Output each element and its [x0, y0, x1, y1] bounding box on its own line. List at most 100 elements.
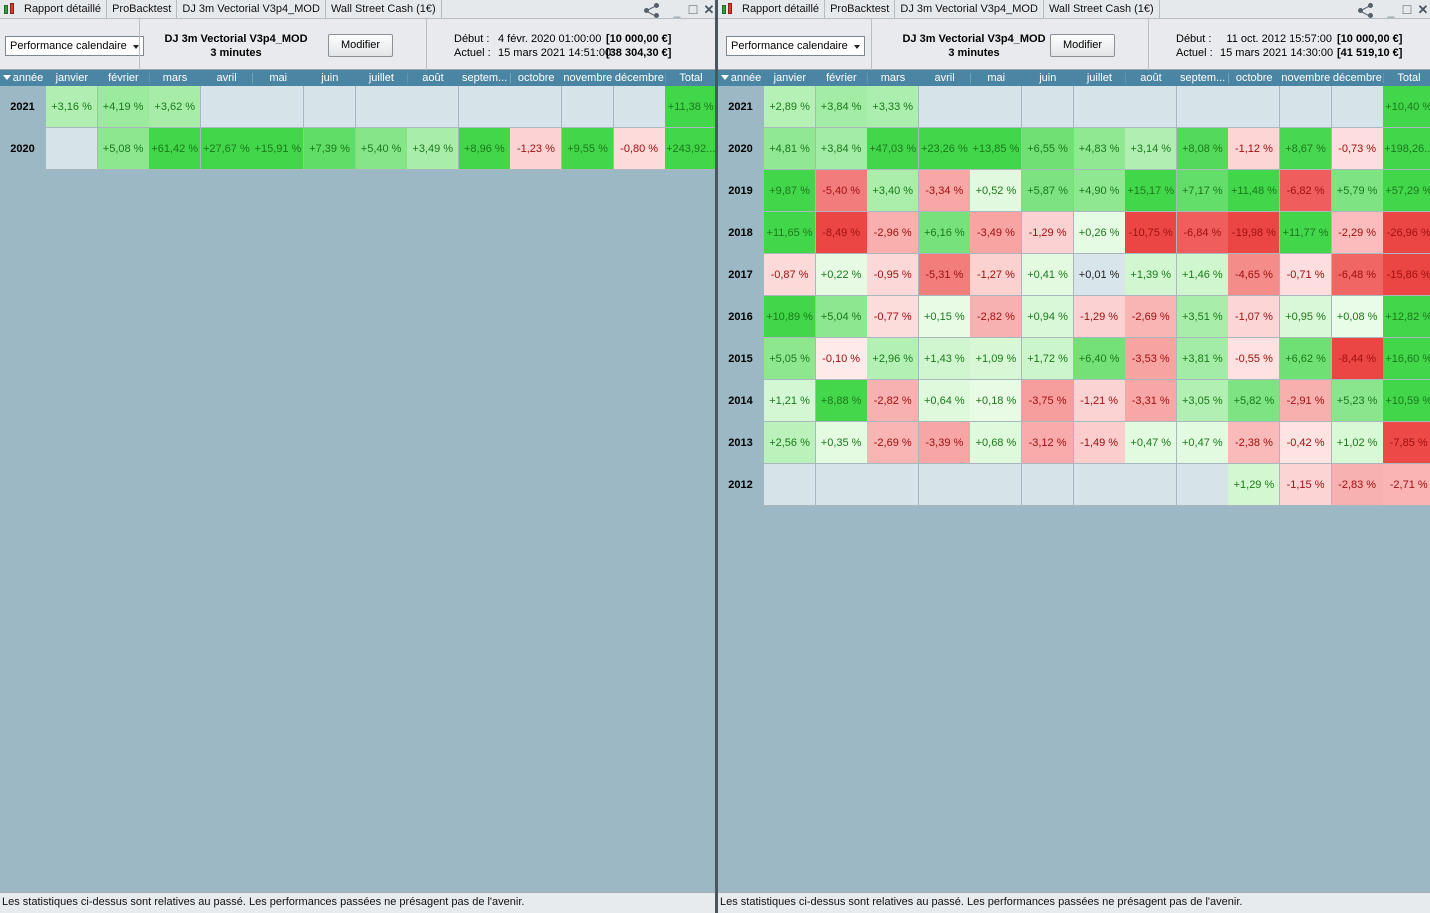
tab-system[interactable]: DJ 3m Vectorial V3p4_MOD [895, 0, 1044, 19]
table-row: 2021 +2,89 % +3,84 % +3,33 % +10,40 % [718, 86, 1430, 128]
performance-cell: -2,82 % [867, 380, 920, 422]
pane-splitter[interactable] [715, 0, 718, 913]
month-header[interactable]: janvier [46, 70, 98, 86]
tab-rapport-detaille[interactable]: Rapport détaillé [18, 0, 108, 19]
month-header[interactable]: Total [665, 70, 716, 86]
tab-instrument[interactable]: Wall Street Cash (1€) [326, 0, 442, 19]
performance-cell: -0,95 % [867, 254, 920, 296]
table-row: 2012 +1,29 % -1,15 % -2,83 % -2,71 % [718, 464, 1430, 506]
toolbar-divider [871, 19, 872, 70]
toolbar-divider [1148, 19, 1149, 70]
performance-cell: -2,82 % [970, 296, 1023, 338]
month-header[interactable]: juillet [356, 70, 408, 86]
performance-cell: +3,62 % [149, 86, 202, 128]
month-header[interactable]: septem... [459, 70, 511, 86]
performance-cell: -3,75 % [1022, 380, 1075, 422]
date-range: Début : 4 févr. 2020 01:00:00 [10 000,00 €… [454, 32, 671, 60]
start-label: Début : [454, 33, 490, 45]
performance-cell: +5,08 % [97, 128, 150, 170]
maximize-icon[interactable]: ☐ [687, 2, 699, 17]
performance-cell: +47,03 % [867, 128, 920, 170]
performance-cell: -1,49 % [1073, 422, 1126, 464]
performance-cell: -1,07 % [1228, 296, 1281, 338]
performance-cell [815, 464, 868, 506]
performance-cell: +3,16 % [46, 86, 99, 128]
maximize-icon[interactable]: ☐ [1401, 2, 1413, 17]
tab-system[interactable]: DJ 3m Vectorial V3p4_MOD [177, 0, 326, 19]
performance-cell: -8,44 % [1331, 338, 1384, 380]
minimize-icon[interactable]: _ [673, 3, 681, 18]
tab-probacktest[interactable]: ProBacktest [825, 0, 896, 19]
performance-cell: -0,87 % [764, 254, 817, 296]
performance-cell: +1,46 % [1176, 254, 1229, 296]
month-header[interactable]: janvier [764, 70, 816, 86]
modify-button[interactable]: Modifier [1050, 34, 1115, 57]
performance-cell [970, 86, 1023, 128]
performance-cell: +3,14 % [1125, 128, 1178, 170]
month-header[interactable]: décembre [1332, 70, 1384, 86]
tab-instrument[interactable]: Wall Street Cash (1€) [1044, 0, 1160, 19]
tab-probacktest[interactable]: ProBacktest [107, 0, 178, 19]
tab-rapport-detaille[interactable]: Rapport détaillé [736, 0, 826, 19]
system-timeframe: 3 minutes [948, 47, 1000, 59]
month-header[interactable]: avril [919, 70, 971, 86]
month-header[interactable]: avril [201, 70, 253, 86]
month-header[interactable]: février [98, 70, 150, 86]
year-label: 2018 [718, 212, 763, 254]
month-header[interactable]: mai [970, 70, 1022, 86]
performance-cell: +1,29 % [1228, 464, 1281, 506]
performance-cell: +8,08 % [1176, 128, 1229, 170]
disclaimer-footer: Les statistiques ci-dessus sont relative… [0, 892, 716, 913]
performance-cell: -0,77 % [867, 296, 920, 338]
performance-cell: +0,15 % [918, 296, 971, 338]
month-header[interactable]: juillet [1074, 70, 1126, 86]
performance-cell: -2,91 % [1280, 380, 1333, 422]
performance-cell: -1,29 % [1022, 212, 1075, 254]
performance-cell: -2,69 % [1125, 296, 1178, 338]
close-icon[interactable]: ✕ [703, 1, 715, 17]
system-title: DJ 3m Vectorial V3p4_MOD 3 minutes [894, 32, 1054, 60]
month-header[interactable]: mars [867, 70, 919, 86]
year-column-header[interactable]: année [718, 70, 764, 86]
performance-cell: +5,82 % [1228, 380, 1281, 422]
minimize-icon[interactable]: _ [1387, 3, 1395, 18]
month-header[interactable]: octobre [510, 70, 562, 86]
start-label: Début : [1176, 33, 1212, 45]
system-name: DJ 3m Vectorial V3p4_MOD [902, 33, 1046, 45]
month-header[interactable]: mai [252, 70, 304, 86]
month-header[interactable]: novembre [562, 70, 614, 86]
month-header[interactable]: Total [1383, 70, 1430, 86]
performance-cell: -1,12 % [1228, 128, 1281, 170]
month-header[interactable]: juin [1022, 70, 1074, 86]
performance-cell: -19,98 % [1228, 212, 1281, 254]
close-icon[interactable]: ✕ [1417, 1, 1429, 17]
performance-dropdown[interactable]: Performance calendaire [5, 36, 144, 56]
month-header[interactable]: octobre [1228, 70, 1280, 86]
performance-cell [1022, 464, 1075, 506]
performance-cell [764, 464, 817, 506]
month-header[interactable]: août [407, 70, 459, 86]
month-header[interactable]: mars [149, 70, 201, 86]
performance-cell [1125, 86, 1178, 128]
month-header[interactable]: août [1125, 70, 1177, 86]
performance-dropdown[interactable]: Performance calendaire [726, 36, 865, 56]
performance-cell [867, 464, 920, 506]
month-header[interactable]: février [816, 70, 868, 86]
performance-cell: +5,79 % [1331, 170, 1384, 212]
chevron-down-icon [853, 45, 860, 49]
performance-cell [304, 86, 357, 128]
performance-cell: +9,87 % [764, 170, 817, 212]
date-range: Début : 11 oct. 2012 15:57:00 [10 000,00 €… [1176, 32, 1402, 60]
month-header[interactable]: novembre [1280, 70, 1332, 86]
month-header[interactable]: décembre [614, 70, 666, 86]
performance-cell [1176, 464, 1229, 506]
performance-cell: +3,49 % [407, 128, 460, 170]
year-column-header[interactable]: année [0, 70, 46, 86]
performance-cell: +198,26... [1383, 128, 1430, 170]
share-icon[interactable] [1356, 1, 1376, 19]
month-header[interactable]: juin [304, 70, 356, 86]
share-icon[interactable] [642, 1, 662, 19]
performance-cell: +10,89 % [764, 296, 817, 338]
modify-button[interactable]: Modifier [328, 34, 393, 57]
month-header[interactable]: septem... [1177, 70, 1229, 86]
